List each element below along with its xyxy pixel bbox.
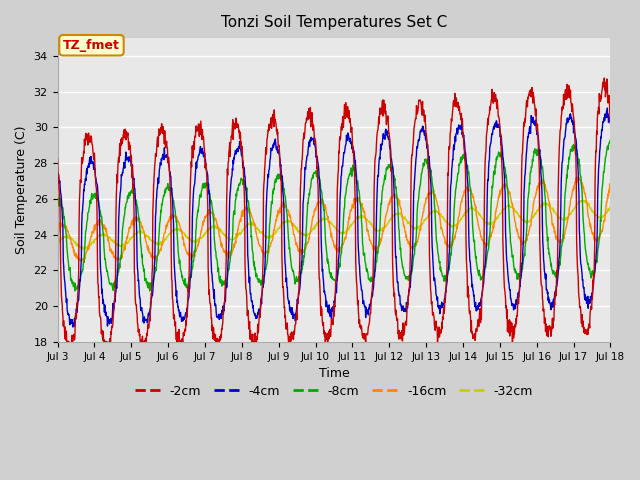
Y-axis label: Soil Temperature (C): Soil Temperature (C) — [15, 126, 28, 254]
Text: TZ_fmet: TZ_fmet — [63, 39, 120, 52]
Title: Tonzi Soil Temperatures Set C: Tonzi Soil Temperatures Set C — [221, 15, 447, 30]
X-axis label: Time: Time — [319, 367, 349, 380]
Legend: -2cm, -4cm, -8cm, -16cm, -32cm: -2cm, -4cm, -8cm, -16cm, -32cm — [130, 380, 538, 403]
